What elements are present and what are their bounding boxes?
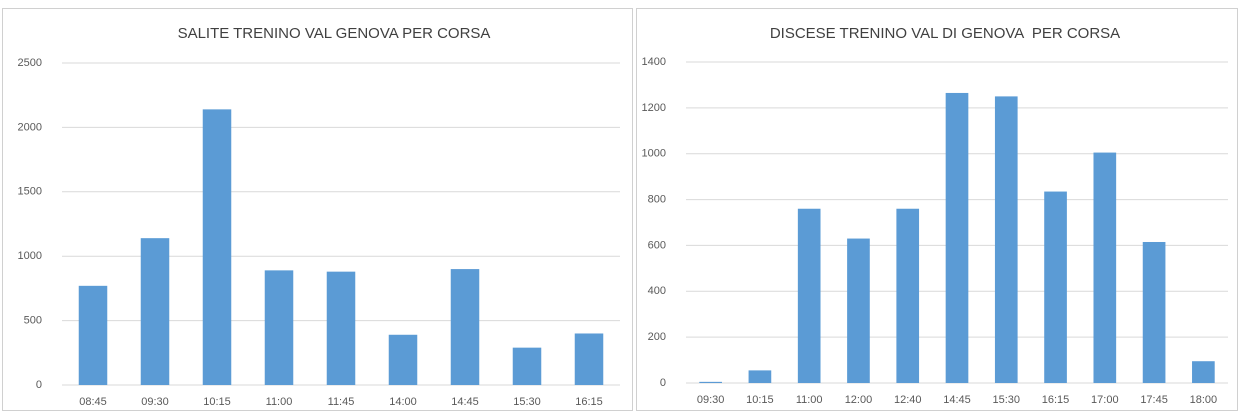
x-tick-label: 14:00	[389, 396, 417, 408]
x-tick-label: 17:00	[1091, 394, 1119, 406]
bar	[326, 271, 356, 385]
y-tick-label: 500	[24, 315, 42, 327]
bar	[1142, 241, 1166, 383]
y-tick-label: 1200	[642, 102, 666, 114]
y-tick-label: 600	[648, 239, 666, 251]
x-tick-label: 15:30	[993, 394, 1021, 406]
x-tick-label: 09:30	[697, 394, 725, 406]
y-tick-label: 0	[660, 377, 666, 389]
bar	[450, 269, 480, 385]
x-tick-label: 11:00	[796, 394, 823, 406]
y-tick-label: 1500	[18, 186, 42, 198]
x-tick-label: 10:15	[746, 394, 774, 406]
y-tick-label: 0	[36, 379, 42, 391]
x-tick-label: 12:00	[845, 394, 873, 406]
bar	[945, 92, 969, 383]
bar	[1192, 361, 1215, 383]
panel	[636, 8, 1238, 411]
y-tick-label: 400	[648, 285, 666, 297]
bar	[797, 208, 821, 383]
x-tick-label: 10:15	[203, 396, 231, 408]
bar	[512, 347, 542, 385]
bar	[748, 370, 772, 383]
x-tick-label: 14:45	[943, 394, 971, 406]
chart-title: DISCESE TRENINO VAL DI GENOVA PER CORSA	[770, 25, 1120, 42]
x-tick-label: 14:45	[451, 396, 479, 408]
y-tick-label: 800	[648, 193, 666, 205]
x-tick-label: 15:30	[513, 396, 541, 408]
x-tick-label: 17:45	[1140, 394, 1168, 406]
y-tick-label: 2500	[18, 57, 42, 69]
bar	[202, 109, 232, 386]
bar	[264, 270, 294, 385]
x-tick-label: 11:00	[266, 396, 293, 408]
bar	[847, 238, 870, 383]
bar	[1093, 152, 1117, 383]
bar	[78, 285, 108, 385]
x-tick-label: 18:00	[1190, 394, 1218, 406]
y-tick-label: 1000	[642, 148, 666, 160]
x-tick-label: 09:30	[141, 396, 169, 408]
x-tick-label: 16:15	[575, 396, 603, 408]
x-tick-label: 12:40	[894, 394, 922, 406]
bar	[574, 333, 604, 385]
y-tick-label: 1400	[642, 56, 666, 68]
panel	[2, 8, 633, 411]
chart-title: SALITE TRENINO VAL GENOVA PER CORSA	[178, 25, 491, 42]
bar	[1044, 191, 1067, 383]
bar	[140, 238, 170, 385]
y-tick-label: 200	[648, 331, 666, 343]
x-tick-label: 11:45	[328, 396, 355, 408]
bar	[699, 381, 722, 383]
bar	[896, 208, 920, 383]
bar	[388, 334, 418, 385]
y-tick-label: 2000	[18, 121, 42, 133]
bar	[994, 96, 1018, 384]
x-tick-label: 16:15	[1042, 394, 1070, 406]
y-tick-label: 1000	[18, 250, 42, 262]
x-tick-label: 08:45	[79, 396, 107, 408]
